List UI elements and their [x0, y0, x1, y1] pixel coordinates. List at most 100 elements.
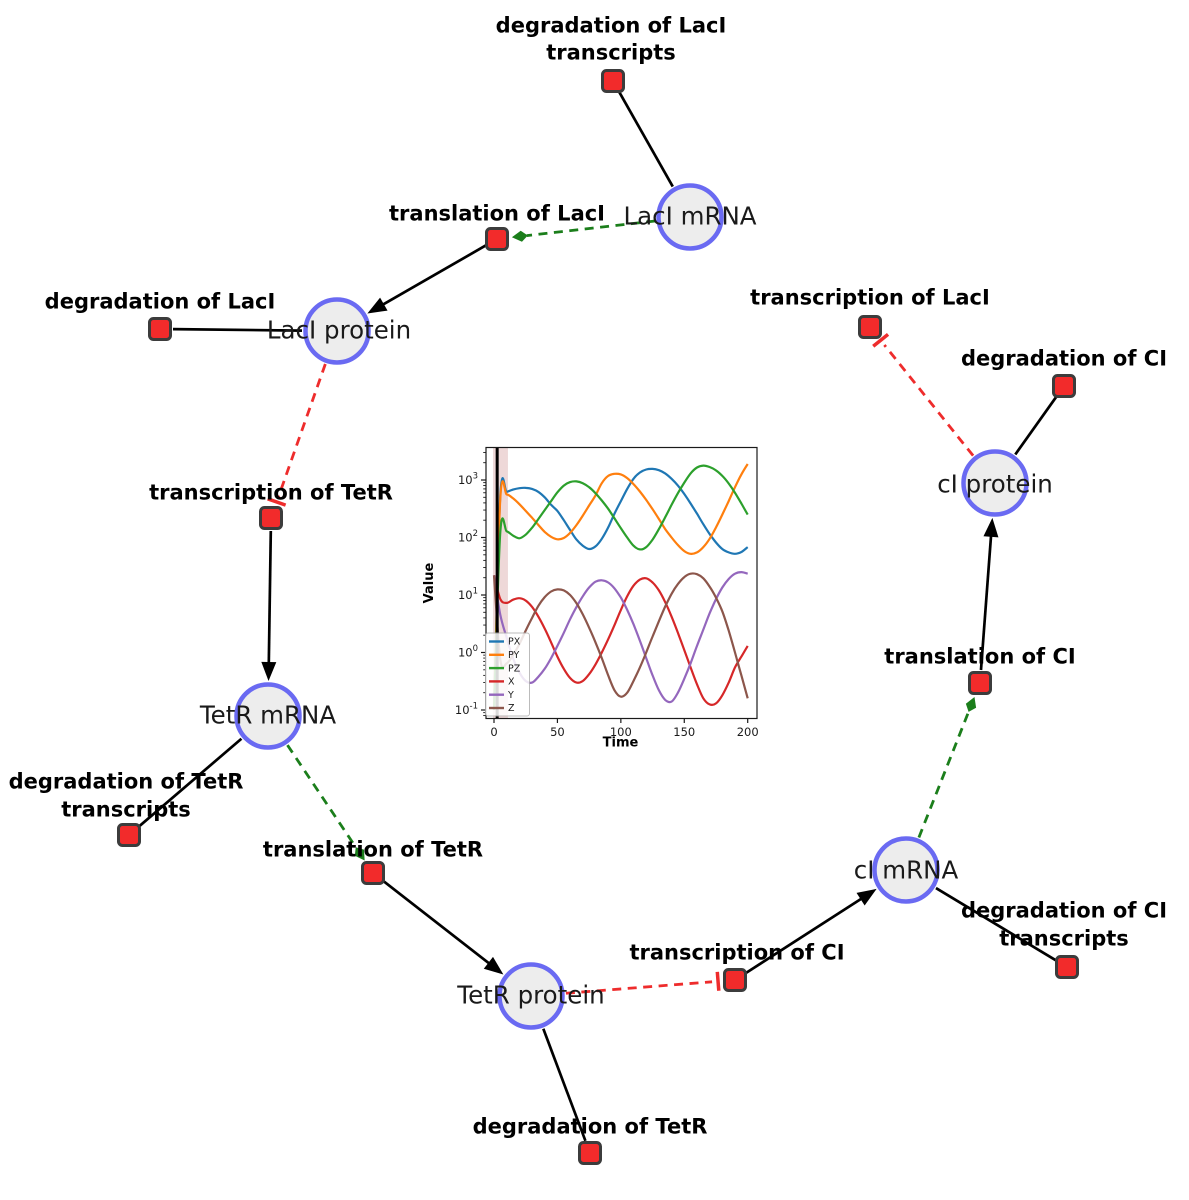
inset-chart: 0 50 100 150 20010-1100101102103TimeValuePXP…	[422, 446, 759, 751]
species-node-laci_mrna	[656, 183, 724, 251]
legend-label-Y: Y	[507, 690, 514, 701]
edge-tetr_mrna-translation_tetr	[286, 744, 365, 861]
edges-layer	[137, 91, 1058, 1142]
consumption-line	[1014, 395, 1058, 456]
reaction-label-transcription_ci-0: transcription of CI	[629, 940, 844, 964]
edge-ci_mrna-deg_ci_tx	[935, 886, 1057, 962]
inhibition-tbar-icon	[872, 332, 890, 348]
edge-laci_mrna-translation_laci	[511, 219, 656, 242]
y-axis-label: Value	[422, 562, 437, 603]
species-node-laci_protein	[303, 297, 371, 365]
edge-laci_protein-deg_laci	[172, 327, 303, 332]
species-label-tetr_mrna: TetR mRNA	[199, 701, 337, 730]
edge-laci_mrna-deg_laci_tx	[618, 91, 674, 188]
y-tick-label: 100	[458, 644, 478, 660]
reaction-node-deg_ci	[1052, 374, 1076, 398]
arrowhead-icon	[367, 297, 388, 314]
consumption-line	[618, 91, 674, 188]
reaction-node-deg_laci_tx	[601, 69, 625, 93]
modifier-arrowhead-icon	[965, 696, 977, 712]
nodes-layer	[117, 69, 1079, 1165]
legend-label-X: X	[508, 677, 515, 688]
reaction-label-translation_tetr-0: translation of TetR	[263, 837, 483, 861]
reaction-label-deg_ci_tx-1: transcripts	[999, 926, 1129, 950]
reaction-label-deg_laci_tx-0: degradation of LacI	[496, 13, 727, 37]
production-line	[267, 530, 273, 665]
species-label-ci_protein: cI protein	[937, 470, 1053, 499]
reaction-label-transcription_laci-0: transcription of LacI	[750, 285, 990, 309]
modifier-dashed-line	[526, 219, 656, 237]
inhibition-dashed-line	[883, 344, 975, 457]
labels-layer: LacI mRNA LacI protein TetR mRNA TetR prote…	[9, 13, 1167, 1138]
reaction-label-deg_laci_tx-1: transcripts	[546, 40, 676, 64]
reaction-label-deg_ci-0: degradation of CI	[961, 346, 1167, 370]
legend-label-PX: PX	[508, 637, 521, 648]
inhibition-tbar-icon	[715, 971, 721, 991]
modifier-dashed-line	[286, 744, 358, 849]
reaction-label-translation_laci-0: translation of LacI	[389, 201, 605, 225]
y-tick-label: 101	[458, 587, 478, 603]
reaction-label-deg_tetr_tx-0: degradation of TetR	[9, 769, 244, 793]
reaction-node-translation_ci	[968, 671, 992, 695]
reaction-label-transcription_tetr-0: transcription of TetR	[149, 480, 393, 504]
legend-label-Z: Z	[508, 703, 515, 714]
species-label-laci_mrna: LacI mRNA	[623, 202, 756, 231]
reaction-node-deg_tetr_tx	[117, 823, 141, 847]
edge-ci_protein-deg_ci	[1014, 395, 1058, 456]
reaction-node-deg_tetr	[578, 1141, 602, 1165]
chart-series-PY	[492, 463, 749, 711]
legend-label-PZ: PZ	[508, 663, 521, 674]
x-tick-label: 50	[550, 725, 565, 739]
x-tick-label: 200	[737, 725, 759, 739]
reaction-node-deg_laci	[148, 317, 172, 341]
reaction-node-translation_tetr	[361, 861, 385, 885]
chart-series-PX	[492, 467, 749, 711]
inhibition-tbar-icon	[267, 497, 287, 507]
reaction-node-transcription_laci	[858, 315, 882, 339]
species-label-laci_protein: LacI protein	[267, 316, 411, 345]
edge-transcription_tetr-tetr_mrna	[261, 530, 277, 682]
y-tick-label: 103	[458, 472, 478, 488]
x-axis-label: Time	[603, 736, 639, 751]
chart-series-PZ	[492, 464, 749, 711]
production-line	[745, 896, 863, 975]
consumption-line	[935, 886, 1057, 962]
modifier-arrowhead-icon	[511, 230, 528, 242]
edge-laci_protein-transcription_tetr	[267, 363, 327, 507]
edge-ci_protein-transcription_laci	[872, 332, 975, 457]
x-tick-label: 100	[610, 725, 632, 739]
reaction-label-deg_ci_tx-0: degradation of CI	[961, 898, 1167, 922]
arrowhead-icon	[261, 661, 277, 682]
y-tick-label: 10-1	[455, 702, 478, 718]
x-tick-label: 0	[490, 725, 497, 739]
arrowhead-icon	[983, 517, 999, 538]
y-tick-label: 102	[458, 529, 478, 545]
reaction-node-translation_laci	[485, 227, 509, 251]
modifier-dashed-line	[917, 710, 971, 838]
species-node-tetr_mrna	[234, 682, 302, 750]
axes-frame	[485, 446, 758, 720]
species-node-ci_protein	[961, 449, 1029, 517]
edge-ci_mrna-translation_ci	[917, 696, 977, 838]
edge-translation_tetr-tetr_protein	[382, 879, 504, 975]
production-line	[979, 534, 993, 671]
edge-translation_laci-laci_protein	[367, 244, 487, 314]
reaction-node-transcription_tetr	[259, 506, 283, 530]
consumption-line	[542, 1028, 587, 1142]
modifier-arrowhead-icon	[354, 847, 365, 861]
reaction-label-translation_ci-0: translation of CI	[884, 644, 1075, 668]
inhibition-dashed-line	[565, 980, 713, 995]
edge-tetr_protein-deg_tetr	[542, 1028, 587, 1142]
chart-plot-area	[492, 447, 749, 719]
chart-series-Y	[492, 571, 749, 704]
species-node-tetr_protein	[497, 962, 565, 1030]
chart-legend: PX PY PZ XYZ	[485, 632, 530, 717]
species-label-tetr_protein: TetR protein	[456, 981, 604, 1010]
reaction-label-deg_tetr-0: degradation of TetR	[473, 1114, 708, 1138]
legend-label-PY: PY	[508, 650, 520, 661]
production-line	[381, 244, 487, 307]
edge-tetr_mrna-deg_tetr_tx	[137, 737, 243, 828]
arrowhead-icon	[856, 888, 877, 906]
